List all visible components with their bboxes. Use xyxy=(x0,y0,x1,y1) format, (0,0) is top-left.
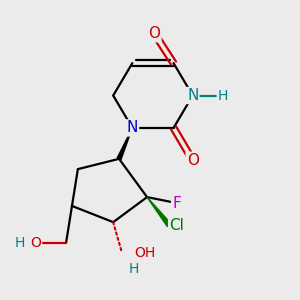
Text: Cl: Cl xyxy=(169,218,184,232)
Text: N: N xyxy=(127,120,138,135)
Text: F: F xyxy=(172,196,181,211)
Text: H: H xyxy=(14,236,25,250)
Polygon shape xyxy=(117,128,132,160)
Text: O: O xyxy=(148,26,160,41)
Polygon shape xyxy=(147,197,171,226)
Text: O: O xyxy=(30,236,41,250)
Text: H: H xyxy=(218,88,228,103)
Text: O: O xyxy=(187,153,199,168)
Text: N: N xyxy=(187,88,198,103)
Text: OH: OH xyxy=(134,246,155,260)
Text: H: H xyxy=(129,262,139,276)
